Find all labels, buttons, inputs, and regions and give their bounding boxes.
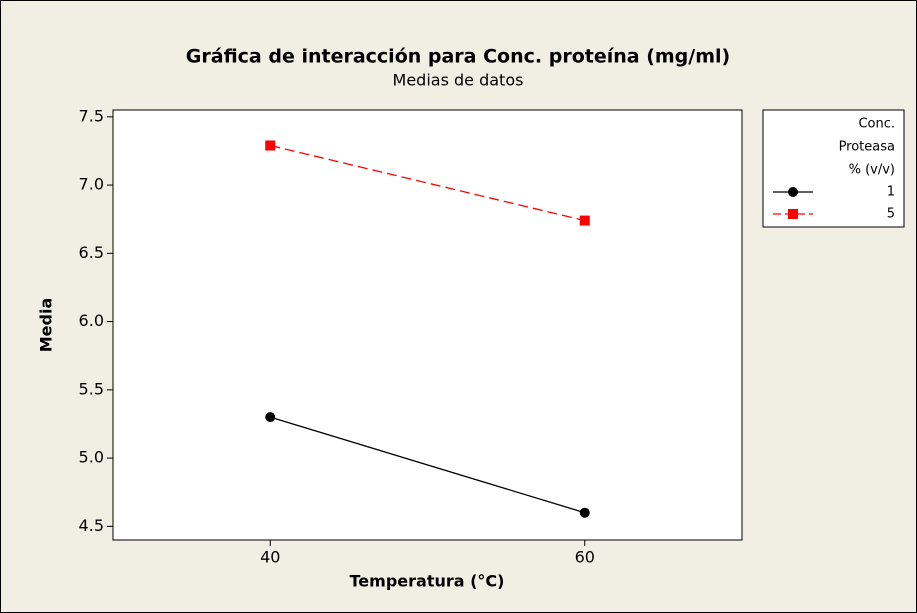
y-axis-label: Media <box>37 298 56 353</box>
legend-title: % (v/v) <box>849 163 895 178</box>
y-tick-label: 4.5 <box>79 516 104 535</box>
x-tick-label: 40 <box>260 548 280 567</box>
y-tick-label: 7.5 <box>79 106 104 125</box>
y-tick-label: 6.0 <box>79 311 104 330</box>
data-point <box>579 215 590 226</box>
data-point <box>265 140 276 151</box>
x-tick-label: 60 <box>575 548 595 567</box>
legend-label: 1 <box>887 185 895 200</box>
legend-box <box>762 109 905 228</box>
plot-area <box>112 109 743 541</box>
chart-subtitle: Medias de datos <box>393 71 524 90</box>
data-point <box>265 412 276 423</box>
legend-title: Proteasa <box>839 140 895 155</box>
y-tick-label: 5.5 <box>79 379 104 398</box>
chart-title: Gráfica de interacción para Conc. proteí… <box>186 46 730 68</box>
legend-marker <box>788 209 798 219</box>
legend-title: Conc. <box>858 117 895 132</box>
series-line <box>270 416 585 514</box>
y-tick-label: 5.0 <box>79 448 104 467</box>
legend-label: 5 <box>887 207 895 222</box>
y-tick-label: 7.0 <box>79 175 104 194</box>
data-point <box>579 507 590 518</box>
legend-marker <box>788 187 798 197</box>
x-axis-label: Temperatura (°C) <box>350 572 505 591</box>
y-tick-label: 6.5 <box>79 243 104 262</box>
series-line <box>270 144 585 222</box>
